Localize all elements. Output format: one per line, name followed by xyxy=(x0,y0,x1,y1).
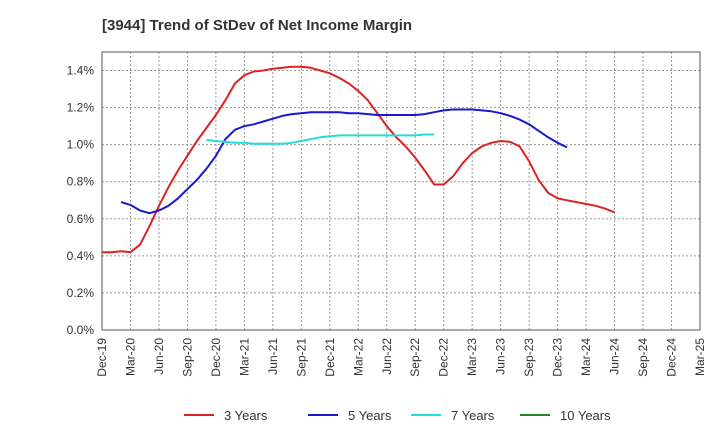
x-tick-label: Jun-24 xyxy=(608,338,622,375)
x-tick-label: Dec-20 xyxy=(209,338,223,377)
x-tick-label: Dec-24 xyxy=(665,338,679,377)
y-tick-label: 0.0% xyxy=(67,323,95,337)
y-tick-label: 0.8% xyxy=(67,175,95,189)
x-tick-label: Mar-25 xyxy=(693,338,707,376)
x-tick-label: Sep-22 xyxy=(408,338,422,377)
x-tick-label: Mar-21 xyxy=(237,338,251,376)
x-tick-label: Dec-22 xyxy=(437,338,451,377)
grid xyxy=(102,52,700,330)
x-tick-label: Sep-23 xyxy=(522,338,536,377)
x-tick-label: Mar-23 xyxy=(465,338,479,376)
y-tick-label: 0.2% xyxy=(67,286,95,300)
x-tick-label: Mar-22 xyxy=(351,338,365,376)
y-tick-label: 1.0% xyxy=(67,138,95,152)
plot-frame xyxy=(101,51,701,331)
series-line-5-years xyxy=(120,108,568,215)
legend-label-5-years: 5 Years xyxy=(348,408,392,423)
series-group xyxy=(102,65,615,254)
x-tick-label: Jun-22 xyxy=(380,338,394,375)
legend-label-10-years: 10 Years xyxy=(560,408,611,423)
y-tick-label: 0.4% xyxy=(67,249,95,263)
series-line-7-years xyxy=(206,133,435,145)
y-tick-label: 1.2% xyxy=(67,101,95,115)
legend-label-7-years: 7 Years xyxy=(451,408,495,423)
y-axis: 0.0% 0.2% 0.4% 0.6% 0.8% 1.0% 1.2% 1.4% xyxy=(67,64,95,337)
x-tick-label: Sep-20 xyxy=(180,338,194,377)
legend: 3 Years 5 Years 7 Years 10 Years xyxy=(184,408,611,423)
series-line-3-years xyxy=(102,65,615,254)
x-axis: Dec-19 Mar-20 Jun-20 Sep-20 Dec-20 Mar-21 Jun-… xyxy=(95,338,707,377)
y-tick-label: 1.4% xyxy=(67,64,95,78)
x-tick-label: Sep-24 xyxy=(636,338,650,377)
x-tick-label: Dec-23 xyxy=(551,338,565,377)
x-tick-label: Dec-21 xyxy=(323,338,337,377)
x-tick-label: Sep-21 xyxy=(294,338,308,377)
x-tick-label: Jun-23 xyxy=(494,338,508,375)
x-tick-label: Mar-20 xyxy=(123,338,137,376)
chart-title: [3944] Trend of StDev of Net Income Marg… xyxy=(102,17,412,34)
x-tick-label: Jun-21 xyxy=(266,338,280,375)
legend-label-3-years: 3 Years xyxy=(224,408,268,423)
x-tick-label: Mar-24 xyxy=(579,338,593,376)
x-tick-label: Jun-20 xyxy=(152,338,166,375)
x-tick-label: Dec-19 xyxy=(95,338,109,377)
y-tick-label: 0.6% xyxy=(67,212,95,226)
